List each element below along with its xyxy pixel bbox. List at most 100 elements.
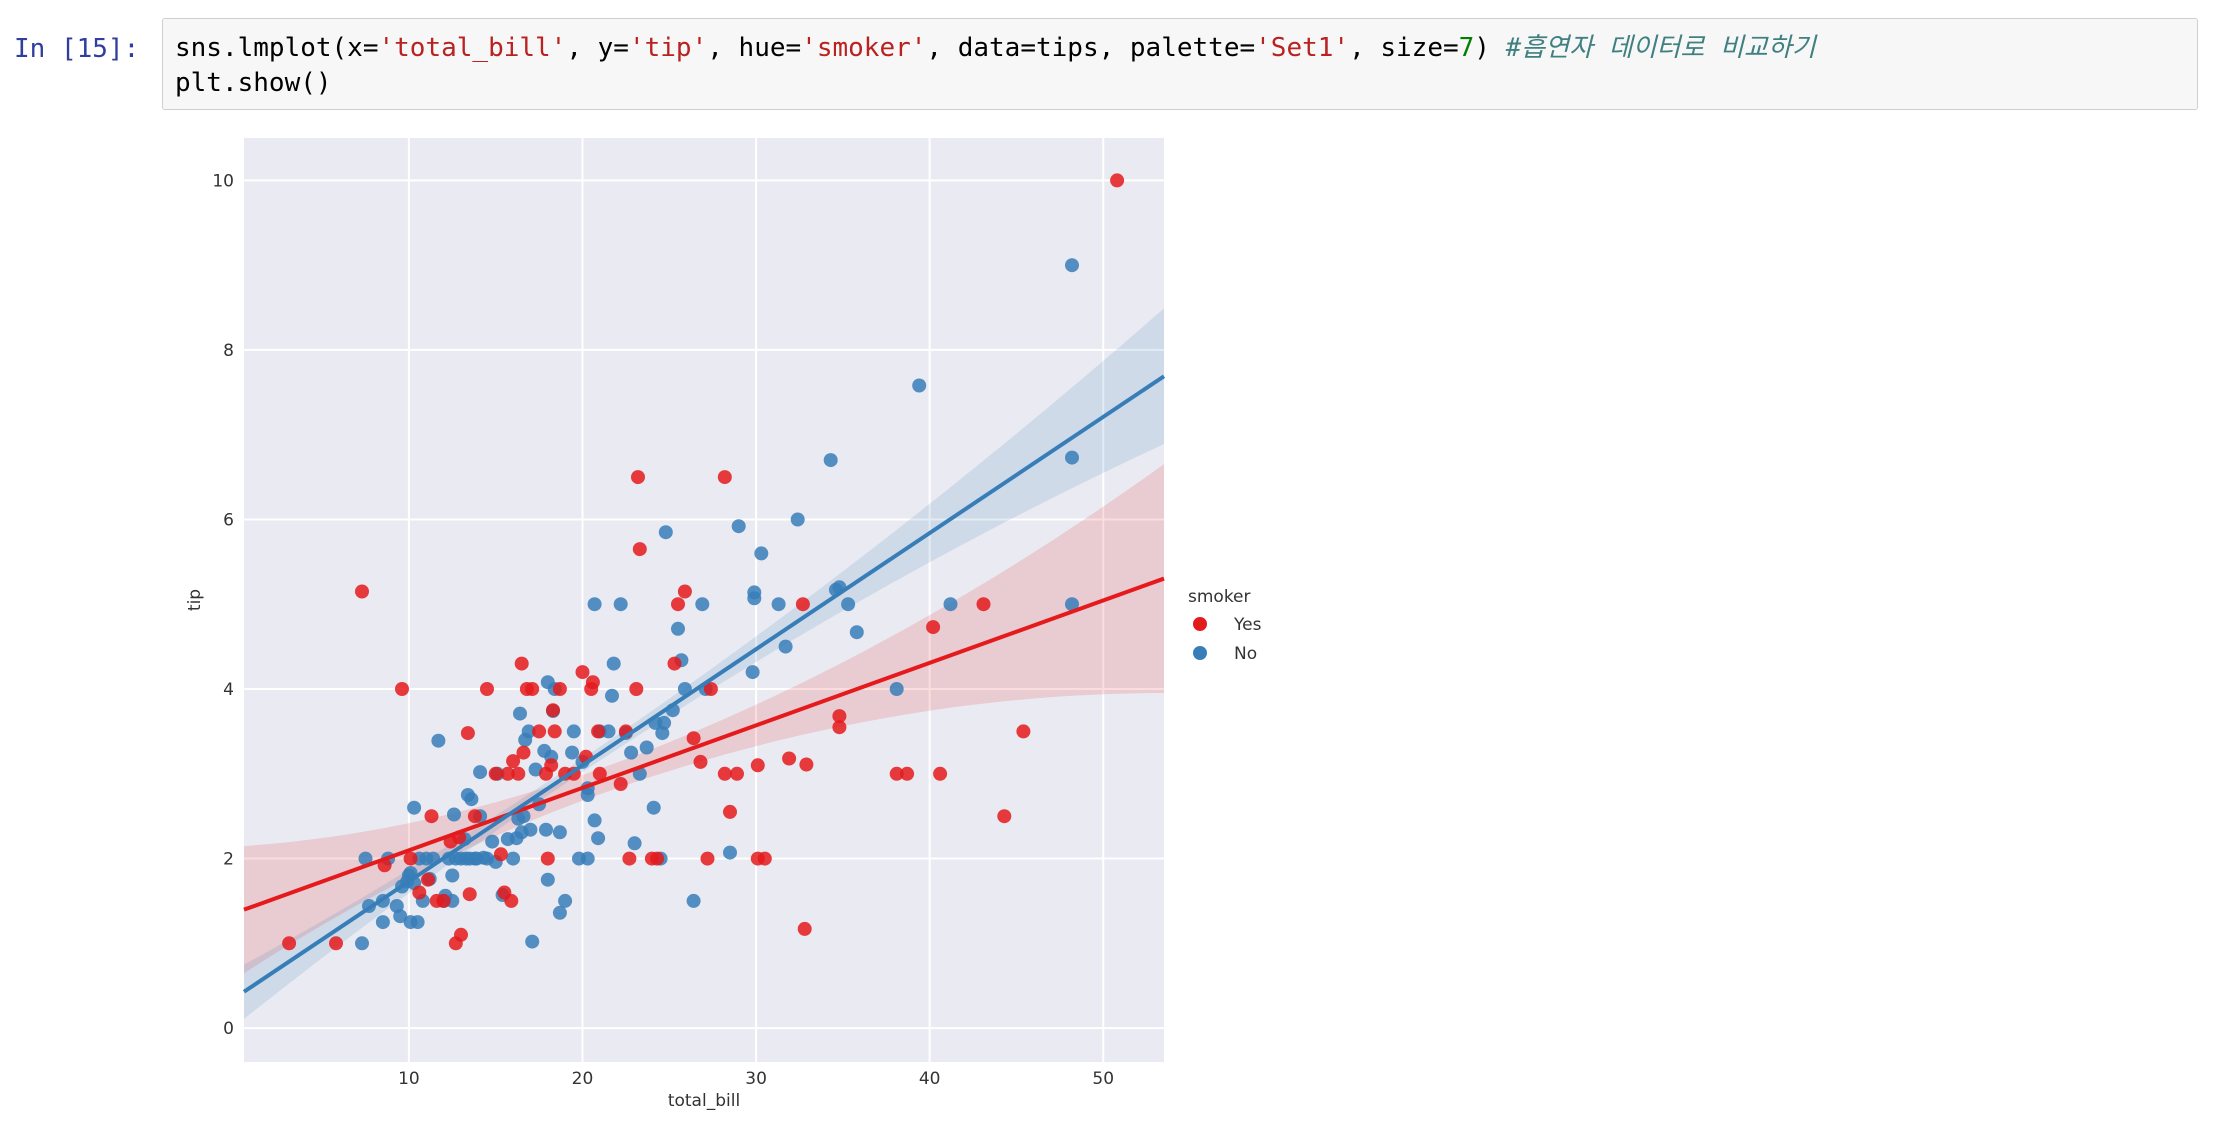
- y-tick-label: 6: [223, 510, 234, 530]
- data-point-yes: [480, 682, 494, 696]
- x-tick-label: 20: [572, 1069, 594, 1089]
- data-point-yes: [460, 726, 475, 741]
- code-token: ): [1474, 33, 1506, 63]
- data-point-yes: [797, 921, 812, 936]
- code-token: , size=: [1349, 33, 1459, 63]
- y-tick-label: 8: [223, 341, 234, 361]
- data-point-no: [516, 809, 531, 824]
- data-point-no: [606, 656, 621, 671]
- data-point-no: [601, 724, 616, 739]
- data-point-no: [393, 909, 408, 924]
- legend-label-yes: Yes: [1233, 615, 1262, 635]
- confidence-bands: [244, 308, 1164, 1019]
- data-point-yes: [544, 758, 559, 773]
- data-point-yes: [504, 893, 519, 908]
- data-point-no: [747, 585, 762, 600]
- data-point-no: [943, 597, 958, 612]
- data-point-no: [695, 597, 710, 612]
- data-point-yes: [355, 584, 369, 599]
- data-point-no: [513, 706, 527, 721]
- legend-title: smoker: [1188, 587, 1251, 607]
- data-point-no: [912, 378, 927, 393]
- data-point-no: [671, 621, 685, 636]
- data-point-no: [658, 525, 673, 540]
- data-point-no: [841, 597, 856, 612]
- data-point-no: [464, 792, 479, 807]
- data-point-yes: [629, 682, 644, 696]
- data-point-no: [580, 788, 595, 802]
- data-point-yes: [717, 470, 732, 485]
- data-point-yes: [532, 724, 547, 739]
- data-point-yes: [795, 597, 810, 612]
- data-point-no: [566, 724, 581, 739]
- data-point-yes: [900, 766, 915, 781]
- data-point-yes: [1110, 173, 1125, 188]
- data-point-no: [355, 936, 369, 951]
- data-point-no: [552, 905, 567, 920]
- data-point-yes: [757, 851, 772, 866]
- data-point-no: [540, 872, 555, 887]
- data-point-no: [849, 625, 864, 640]
- data-point-no: [565, 745, 580, 760]
- data-point-yes: [282, 936, 297, 951]
- data-point-yes: [591, 724, 606, 739]
- data-point-yes: [723, 804, 737, 819]
- data-point-no: [1065, 597, 1079, 612]
- code-token: sns.lmplot(x=: [175, 33, 379, 63]
- legend: smoker Yes No: [1188, 587, 1262, 664]
- data-point-yes: [540, 851, 555, 866]
- data-point-yes: [750, 758, 765, 773]
- data-point-no: [624, 745, 639, 760]
- data-point-yes: [782, 751, 797, 766]
- data-point-yes: [488, 766, 503, 781]
- y-tick-label: 10: [212, 171, 234, 191]
- legend-marker-yes: [1193, 617, 1207, 631]
- x-tick-label: 40: [919, 1069, 941, 1089]
- data-point-yes: [412, 885, 427, 900]
- data-point-yes: [730, 766, 744, 781]
- data-point-no: [485, 834, 500, 849]
- data-point-yes: [686, 731, 701, 746]
- data-point-yes: [677, 584, 692, 599]
- data-point-yes: [467, 809, 482, 824]
- data-point-yes: [511, 766, 526, 781]
- regression-line-no: [242, 374, 1166, 994]
- data-point-yes: [575, 665, 590, 680]
- data-point-yes: [506, 754, 521, 769]
- data-point-no: [790, 512, 805, 527]
- data-point-no: [731, 519, 746, 534]
- data-point-no: [525, 934, 540, 949]
- data-point-no: [558, 893, 573, 908]
- data-point-yes: [592, 766, 607, 781]
- data-point-yes: [976, 597, 991, 612]
- data-point-no: [646, 800, 661, 815]
- data-point-yes: [997, 809, 1012, 824]
- data-point-yes: [454, 927, 468, 942]
- data-point-no: [410, 915, 425, 930]
- data-point-yes: [552, 682, 567, 696]
- code-token: , hue=: [707, 33, 802, 63]
- code-string: 'smoker': [801, 33, 927, 63]
- y-tick-label: 0: [223, 1019, 234, 1039]
- data-point-no: [375, 915, 390, 930]
- data-point-no: [657, 715, 672, 730]
- data-point-yes: [650, 851, 665, 866]
- legend-marker-no: [1193, 646, 1207, 660]
- data-point-yes: [926, 620, 941, 635]
- legend-label-no: No: [1234, 644, 1257, 664]
- y-tick-label: 2: [223, 850, 234, 870]
- data-point-no: [754, 546, 769, 561]
- data-point-no: [523, 822, 538, 837]
- data-point-yes: [632, 542, 647, 557]
- data-point-no: [723, 845, 737, 860]
- x-tick-label: 50: [1092, 1069, 1114, 1089]
- data-point-no: [745, 665, 760, 680]
- data-point-yes: [799, 757, 814, 772]
- data-point-yes: [493, 847, 508, 862]
- cell-prompt: In [15]:: [14, 34, 140, 64]
- x-tick-label: 10: [398, 1069, 420, 1089]
- code-input-cell[interactable]: sns.lmplot(x='total_bill', y='tip', hue=…: [162, 18, 2198, 110]
- data-point-no: [889, 682, 904, 696]
- regression-lines: [242, 374, 1166, 994]
- data-point-no: [431, 733, 446, 748]
